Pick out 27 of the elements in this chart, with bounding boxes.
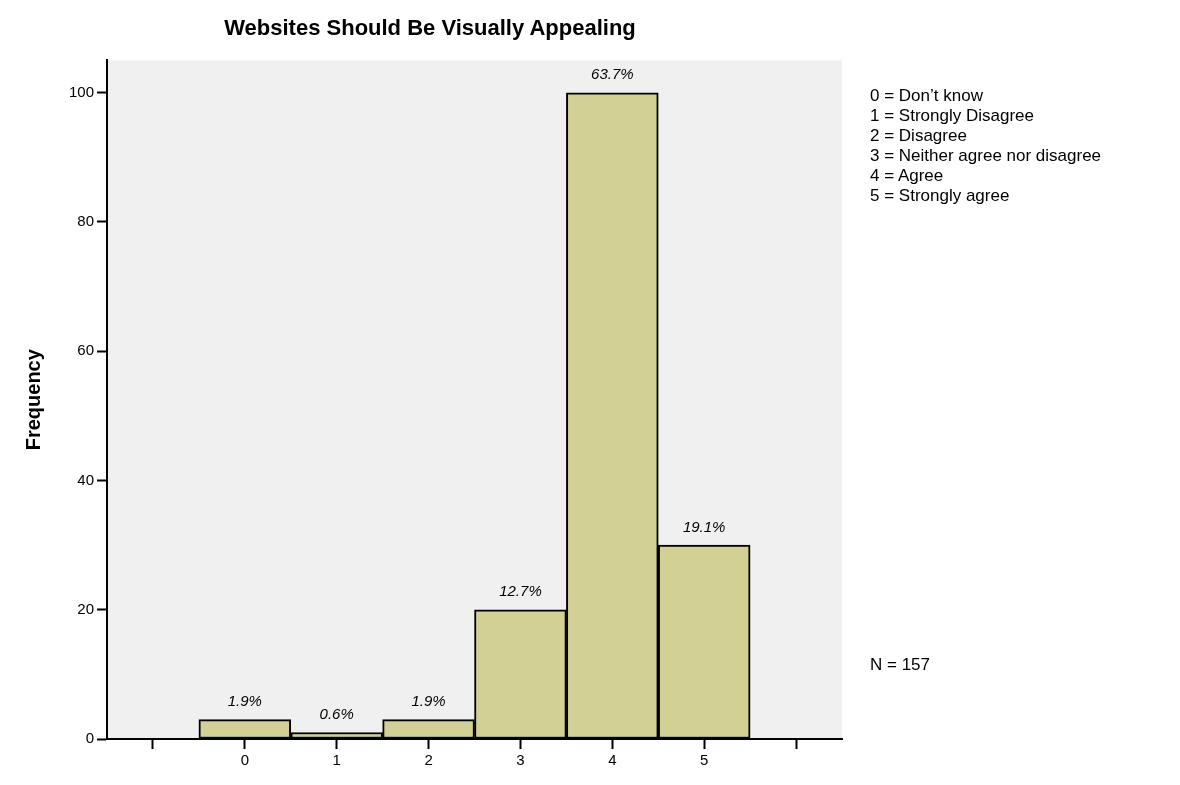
annotation: 1.9% — [227, 692, 262, 710]
text: 4 = Agree — [870, 166, 945, 186]
x-tick-label: 3 — [516, 751, 525, 769]
text: 2 = Disagree — [870, 126, 968, 146]
y-tick-label: 0 — [85, 729, 95, 747]
text: 0 = Don’t know — [870, 86, 984, 106]
annotation: 1.9% — [411, 692, 446, 710]
y-tick-label: 40 — [77, 470, 95, 488]
y-tick-label: 20 — [77, 599, 95, 617]
x-tick-label: 0 — [240, 751, 250, 769]
text: N = 157 — [870, 655, 931, 675]
annotation: 19.1% — [682, 517, 726, 535]
y-tick-label: 100 — [69, 82, 95, 100]
x-tick-label: 5 — [700, 751, 709, 769]
text: 1 = Strongly Disagree — [870, 106, 1035, 126]
y-tick-label: 80 — [77, 212, 95, 230]
x-tick-label: 2 — [424, 751, 433, 769]
annotation: 63.7% — [591, 65, 634, 83]
x-tick-label: 4 — [608, 751, 617, 769]
text: 5 = Strongly agree — [870, 186, 1011, 206]
annotation: 12.7% — [499, 582, 542, 600]
text: 3 = Neither agree nor disagree — [870, 146, 1102, 166]
y-tick-label: 60 — [77, 341, 95, 359]
y-axis-title: Frequency — [21, 348, 44, 451]
annotation: 0.6% — [319, 705, 354, 723]
x-tick-label: 1 — [332, 751, 341, 769]
chart-title: Websites Should Be Visually Appealing — [224, 15, 636, 41]
